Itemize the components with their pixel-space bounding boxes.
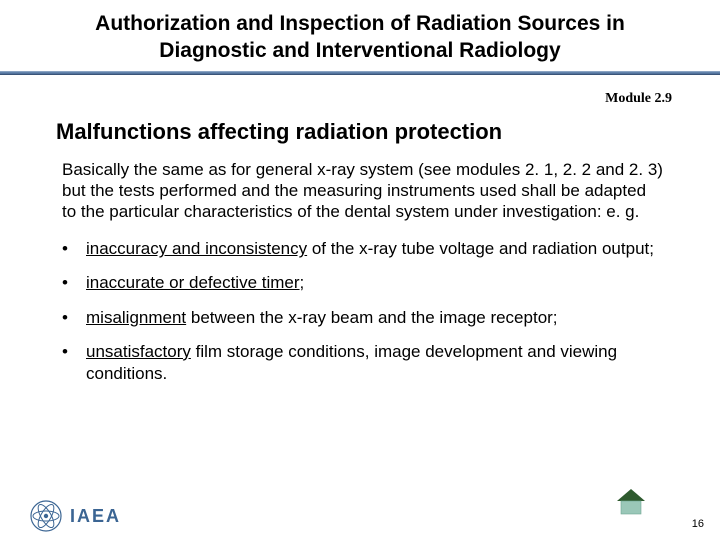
underlined-phrase: inaccuracy and inconsistency — [86, 239, 307, 258]
slide-title-block: Authorization and Inspection of Radiatio… — [0, 0, 720, 71]
list-item: • inaccurate or defective timer; — [62, 272, 664, 294]
list-item: • misalignment between the x-ray beam an… — [62, 307, 664, 329]
list-item: • unsatisfactory film storage conditions… — [62, 341, 664, 385]
item-rest: of the x-ray tube voltage and radiation … — [307, 239, 654, 258]
slide-footer: IAEA 16 — [0, 486, 720, 536]
page-number: 16 — [692, 518, 704, 530]
underlined-phrase: unsatisfactory — [86, 342, 191, 361]
module-label: Module 2.9 — [0, 75, 720, 113]
bullet-dot: • — [62, 307, 86, 329]
item-rest: ; — [300, 273, 305, 292]
iaea-logo: IAEA — [28, 498, 121, 534]
iaea-logo-text: IAEA — [70, 506, 121, 527]
list-item-text: unsatisfactory film storage conditions, … — [86, 341, 664, 385]
underlined-phrase: inaccurate or defective timer — [86, 273, 300, 292]
bullet-dot: • — [62, 272, 86, 294]
intro-paragraph: Basically the same as for general x-ray … — [56, 159, 664, 223]
list-item: • inaccuracy and inconsistency of the x-… — [62, 238, 664, 260]
bullet-dot: • — [62, 238, 86, 260]
list-item-text: inaccuracy and inconsistency of the x-ra… — [86, 238, 654, 260]
home-icon[interactable] — [614, 487, 648, 522]
underlined-phrase: misalignment — [86, 308, 186, 327]
title-line-2: Diagnostic and Interventional Radiology — [159, 39, 560, 62]
slide-title: Authorization and Inspection of Radiatio… — [40, 10, 680, 65]
list-item-text: misalignment between the x-ray beam and … — [86, 307, 558, 329]
title-line-1: Authorization and Inspection of Radiatio… — [95, 12, 625, 35]
iaea-emblem-icon — [28, 498, 64, 534]
bullet-list: • inaccuracy and inconsistency of the x-… — [56, 238, 664, 384]
item-rest: between the x-ray beam and the image rec… — [186, 308, 557, 327]
bullet-dot: • — [62, 341, 86, 363]
list-item-text: inaccurate or defective timer; — [86, 272, 304, 294]
content-area: Malfunctions affecting radiation protect… — [0, 113, 720, 385]
section-heading: Malfunctions affecting radiation protect… — [56, 119, 664, 145]
